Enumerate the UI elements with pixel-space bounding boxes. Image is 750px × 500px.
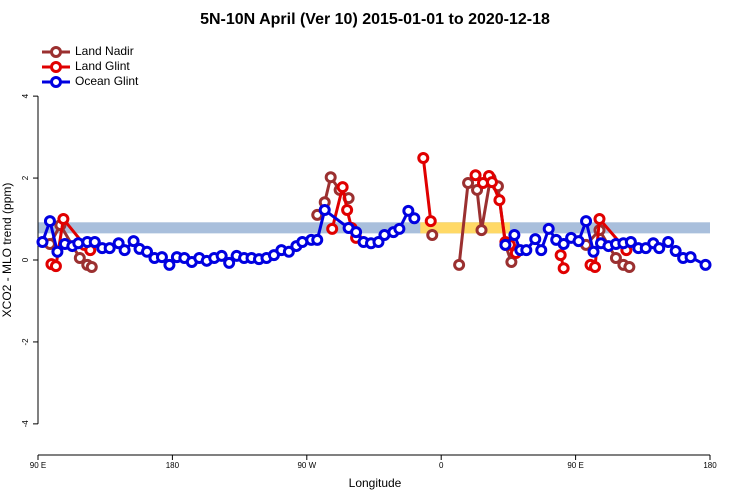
legend-marker [50, 46, 62, 58]
data-point [529, 233, 542, 246]
data-point [88, 235, 101, 248]
data-point [557, 262, 570, 275]
data-point [542, 222, 555, 235]
legend-label: Land Glint [75, 59, 130, 73]
data-point [223, 256, 236, 269]
y-tick-label: -2 [21, 338, 30, 346]
x-tick-label: 180 [166, 461, 180, 470]
highlight-band [420, 222, 510, 234]
legend-marker [50, 76, 62, 88]
data-point [684, 251, 697, 264]
data-point [505, 256, 518, 269]
data-point [493, 194, 506, 207]
data-point [51, 245, 64, 258]
data-point [535, 244, 548, 257]
data-point [141, 245, 154, 258]
data-point [520, 244, 533, 257]
data-point [282, 245, 295, 258]
x-tick-label: 0 [439, 461, 444, 470]
data-point [485, 176, 498, 189]
data-point [336, 181, 349, 194]
data-point [572, 235, 585, 248]
legend-marker [50, 61, 62, 73]
data-point [402, 204, 415, 217]
data-point [669, 244, 682, 257]
legend-label: Land Nadir [75, 44, 134, 58]
data-point [508, 229, 521, 242]
y-tick-label: 0 [21, 257, 30, 262]
data-point [311, 233, 324, 246]
data-point [662, 235, 675, 248]
data-point [103, 242, 116, 255]
data-point [215, 249, 228, 262]
data-point [587, 245, 600, 258]
data-point [43, 215, 56, 228]
x-tick-label: 90 E [567, 461, 583, 470]
data-point [624, 235, 637, 248]
data-point [350, 226, 363, 239]
series-line [41, 208, 707, 267]
y-tick-label: -4 [21, 420, 30, 428]
data-point [163, 258, 176, 271]
x-axis-label: Longitude [349, 476, 402, 490]
data-point [469, 169, 482, 182]
data-point [699, 258, 712, 271]
data-point [112, 237, 125, 250]
data-point [609, 251, 622, 264]
data-point [155, 251, 168, 264]
data-point [393, 222, 406, 235]
data-point [73, 251, 86, 264]
data-point [471, 183, 484, 196]
data-point [57, 213, 70, 226]
data-point [462, 176, 475, 189]
y-tick-label: 2 [21, 175, 30, 180]
data-point [475, 224, 488, 237]
data-point [49, 260, 62, 273]
data-point [593, 213, 606, 226]
data-point [424, 215, 437, 228]
data-point [408, 212, 421, 225]
data-point [557, 238, 570, 251]
data-point [554, 249, 567, 262]
data-point [85, 260, 98, 273]
data-point [324, 171, 337, 184]
x-tick-label: 90 W [297, 461, 316, 470]
data-point [499, 238, 512, 251]
data-point [580, 215, 593, 228]
data-point [453, 258, 466, 271]
data-point [372, 235, 385, 248]
y-tick-label: 4 [21, 93, 30, 98]
legend-label: Ocean Glint [75, 74, 139, 88]
y-axis-label: XCO2 - MLO trend (ppm) [0, 183, 14, 318]
data-point [36, 235, 49, 248]
x-tick-label: 90 E [30, 461, 46, 470]
data-point [426, 229, 439, 242]
chart-title: 5N-10N April (Ver 10) 2015-01-01 to 2020… [200, 11, 550, 28]
data-point [127, 235, 140, 248]
data-point [318, 204, 331, 217]
data-point [589, 260, 602, 273]
data-point [623, 260, 636, 273]
data-point [653, 242, 666, 255]
x-tick-label: 180 [703, 461, 717, 470]
reference-band [38, 222, 710, 234]
data-point [417, 151, 430, 164]
data-point [326, 222, 339, 235]
data-point [118, 244, 131, 257]
data-point [341, 204, 354, 217]
